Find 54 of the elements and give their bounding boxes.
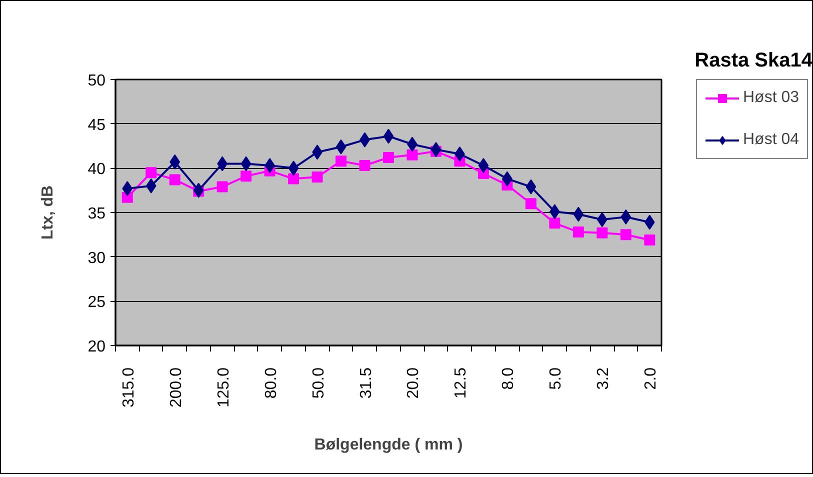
x-axis-title: Bølgelengde ( mm ) xyxy=(314,436,463,454)
point xyxy=(336,139,346,154)
point xyxy=(478,158,489,174)
x-tick-label: 31.5 xyxy=(358,367,375,399)
point xyxy=(526,179,536,194)
y-axis-title: Ltx, dB xyxy=(40,185,57,240)
y-tick-label: 40 xyxy=(88,161,106,178)
y-tick-label: 45 xyxy=(88,116,106,134)
point xyxy=(170,154,180,170)
legend-label: Høst 03 xyxy=(743,89,800,107)
point xyxy=(549,218,560,229)
x-tick-label: 2.0 xyxy=(642,367,660,390)
point xyxy=(359,160,370,172)
point xyxy=(383,152,394,164)
x-tick-label: 8.0 xyxy=(500,367,518,390)
point xyxy=(122,181,133,196)
x-tick-label: 125.0 xyxy=(215,367,232,408)
point xyxy=(169,174,180,186)
point xyxy=(288,160,299,176)
point xyxy=(406,149,418,160)
legend-label: Høst 04 xyxy=(743,131,800,149)
point xyxy=(336,156,347,167)
y-tick-label: 30 xyxy=(88,250,106,267)
point xyxy=(216,181,228,192)
point xyxy=(620,209,632,224)
point xyxy=(383,128,394,144)
x-tick-label: 200.0 xyxy=(168,367,185,408)
x-tick-label: 80.0 xyxy=(262,367,280,399)
point xyxy=(525,198,536,210)
x-tick-label: 12.5 xyxy=(452,367,470,399)
point xyxy=(240,170,252,182)
x-tick-label: 3.2 xyxy=(595,367,612,390)
point xyxy=(572,226,584,238)
x-tick-label: 315.0 xyxy=(120,367,138,408)
point xyxy=(430,142,442,158)
point xyxy=(596,227,608,238)
point xyxy=(146,167,157,178)
y-tick-label: 35 xyxy=(88,206,106,222)
point xyxy=(240,156,252,172)
point xyxy=(193,182,204,198)
point xyxy=(596,212,608,228)
point xyxy=(288,173,300,184)
y-tick-label: 25 xyxy=(88,294,106,312)
point xyxy=(146,178,156,194)
point xyxy=(644,214,655,230)
x-tick-label: 20.0 xyxy=(405,367,422,399)
x-tick-label: 50.0 xyxy=(310,367,328,399)
point xyxy=(312,172,323,183)
point xyxy=(620,229,632,240)
y-tick-label: 50 xyxy=(88,72,106,90)
x-tick-label: 5.0 xyxy=(548,367,565,390)
y-tick-label: 20 xyxy=(88,338,106,356)
point xyxy=(644,234,656,246)
point xyxy=(573,206,584,222)
